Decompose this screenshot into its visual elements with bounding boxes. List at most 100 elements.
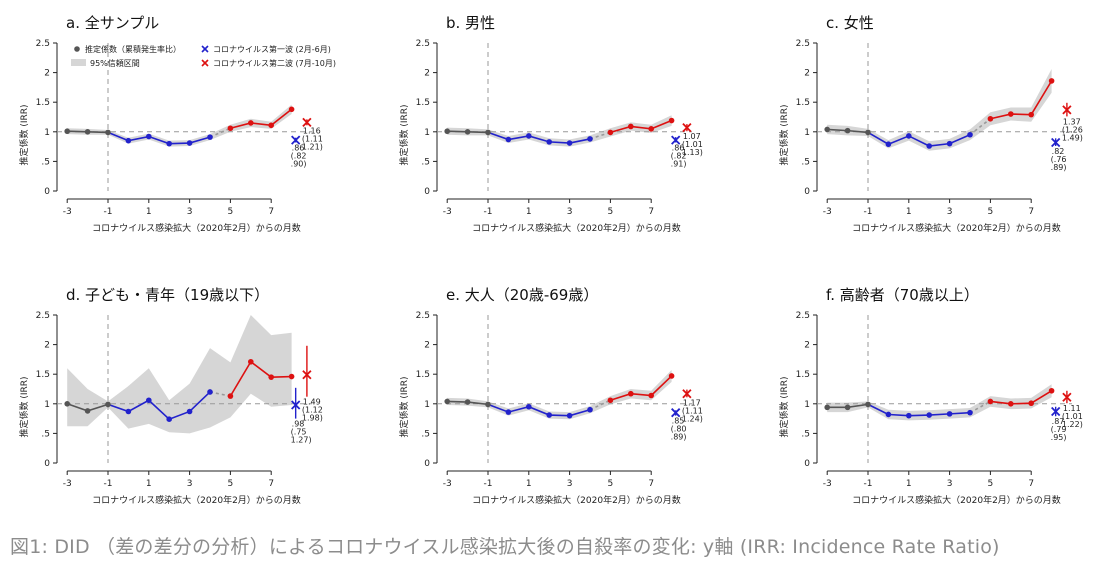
legend-ci-label: 95%信頼区間 <box>90 58 140 68</box>
x-axis-label: コロナウイルス感染拡大（2020年2月）からの月数 <box>852 494 1061 506</box>
x-tick-label: -1 <box>104 479 113 489</box>
data-point <box>146 397 152 404</box>
x-tick-label: 7 <box>1028 479 1034 489</box>
data-point <box>587 406 593 413</box>
y-tick-label: 2.5 <box>416 39 430 49</box>
data-point <box>1028 111 1034 118</box>
ci-band <box>67 104 292 147</box>
x-tick-label: 7 <box>648 207 654 217</box>
wave2-marker <box>682 123 692 133</box>
y-tick-label: .5 <box>41 429 50 439</box>
y-tick-label: 2.5 <box>416 311 430 321</box>
wave1-label: .87 <box>1052 417 1065 426</box>
wave1-marker <box>291 400 301 410</box>
x-tick-label: 3 <box>187 207 193 217</box>
series-line-wave2 <box>990 80 1053 120</box>
legend-wave2-symbol <box>201 59 209 67</box>
data-point <box>885 411 892 418</box>
x-axis-label: コロナウイルス感染拡大（2020年2月）からの月数 <box>92 494 301 506</box>
chart-title: d. 子ども・青年（19歳以下） <box>66 286 269 304</box>
x-tick-label: -3 <box>63 207 72 217</box>
data-point <box>987 115 994 122</box>
data-point <box>268 122 275 129</box>
series-line-wave2 <box>230 108 293 130</box>
y-tick-label: 1.5 <box>796 370 810 380</box>
legend-estimate-symbol <box>74 46 80 52</box>
series-line-wave2 <box>610 119 672 134</box>
wave2-label: 1.11 <box>1063 404 1081 413</box>
x-tick-label: 5 <box>988 207 994 217</box>
x-tick-label: -1 <box>864 207 873 217</box>
y-tick-label: 2 <box>804 341 810 351</box>
ci-band <box>447 370 672 420</box>
x-tick-label: -3 <box>823 479 832 489</box>
data-point <box>464 129 471 135</box>
wave2-label: 1.49) <box>1062 133 1083 142</box>
ci-band <box>827 69 1052 151</box>
x-tick-label: 5 <box>608 479 614 489</box>
wave1-label: 1.27) <box>291 436 312 445</box>
chart-panel-6: f. 高齢者（70歳以上） 0 .5 1 1.5 2 2.5 -3 -1 1 3 5 7 コロナウイルス感… <box>778 286 1083 506</box>
data-point <box>865 129 871 136</box>
data-point <box>64 128 70 135</box>
chart-title: f. 高齢者（70歳以上） <box>826 286 979 304</box>
x-tick-label: -3 <box>63 479 72 489</box>
data-point <box>546 139 552 145</box>
data-point <box>967 131 973 138</box>
x-tick-label: -1 <box>864 479 873 489</box>
y-tick-label: 0 <box>804 459 810 469</box>
data-point <box>628 390 634 397</box>
y-tick-label: 1.5 <box>796 98 810 108</box>
data-point <box>566 140 573 146</box>
data-point <box>464 399 471 405</box>
y-axis-label: 推定係数 (IRR) <box>18 104 30 165</box>
wave2-label: (1.11 <box>682 406 703 415</box>
y-tick-label: 2.5 <box>36 311 50 321</box>
chart-title: b. 男性 <box>446 14 495 32</box>
wave2-marker <box>302 370 312 380</box>
y-tick-label: 0 <box>44 187 50 197</box>
data-point <box>227 393 234 399</box>
y-axis-label: 推定係数 (IRR) <box>398 376 410 437</box>
wave1-label: .95) <box>1051 433 1067 442</box>
wave2-marker <box>1062 392 1072 402</box>
y-tick-label: 2.5 <box>796 311 810 321</box>
data-point <box>607 397 614 404</box>
data-point <box>885 141 892 148</box>
figure-caption: 図1: DID （差の差分の分析）によるコロナウイスル感染拡大後の自殺率の変化:… <box>10 536 1000 558</box>
legend: 推定係数（累積発生率比） 95%信頼区間 コロナウイルス第一波 (2月-6月) コロナ… <box>71 44 336 68</box>
data-point <box>505 136 512 143</box>
y-tick-label: 1 <box>44 400 50 410</box>
wave2-label: 1.24) <box>682 414 703 423</box>
series-line-wave1 <box>107 131 211 145</box>
data-point <box>268 374 275 380</box>
wave1-marker <box>671 135 681 145</box>
x-tick-label: 7 <box>648 479 654 489</box>
data-point <box>84 129 91 135</box>
data-point <box>546 412 552 418</box>
wave2-label: (1.26 <box>1062 125 1083 134</box>
chart-title: a. 全サンプル <box>66 14 159 32</box>
wave1-label: .85 <box>672 417 685 426</box>
y-tick-label: .5 <box>421 429 430 439</box>
x-axis-label: コロナウイルス感染拡大（2020年2月）からの月数 <box>92 222 301 234</box>
wave1-label: .86 <box>672 143 685 152</box>
series-line-wave1 <box>487 403 591 417</box>
x-axis-label: コロナウイルス感染拡大（2020年2月）からの月数 <box>852 222 1061 234</box>
wave1-label: .91) <box>671 159 687 168</box>
wave1-label: .89) <box>1051 163 1067 172</box>
data-point <box>648 392 654 399</box>
data-point <box>105 129 111 136</box>
chart-panel-5: e. 大人（20歳-69歳） 0 .5 1 1.5 2 2.5 -3 -1 1 3 5 7 コロナウイルス… <box>398 286 703 506</box>
data-point <box>1008 401 1014 407</box>
y-axis-label: 推定係数 (IRR) <box>778 376 790 437</box>
data-point <box>84 408 91 414</box>
x-tick-label: 3 <box>947 207 953 217</box>
data-point <box>526 403 532 410</box>
y-tick-label: .5 <box>41 157 50 167</box>
y-axis-label: 推定係数 (IRR) <box>18 376 30 437</box>
data-point <box>186 140 193 146</box>
wave1-label: (.82 <box>671 151 687 160</box>
x-tick-label: -1 <box>484 479 493 489</box>
data-point <box>1028 400 1034 407</box>
